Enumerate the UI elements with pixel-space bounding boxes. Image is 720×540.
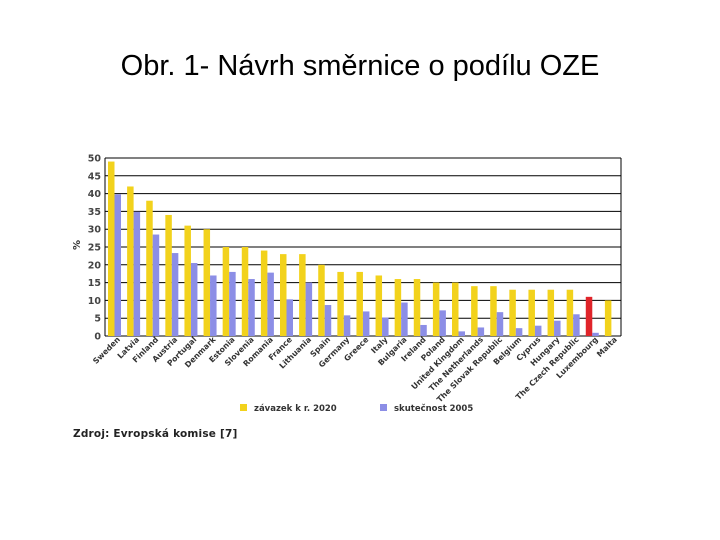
axes — [104, 158, 622, 336]
legend-label: závazek k r. 2020 — [254, 404, 337, 414]
bar-target-2020 — [356, 271, 363, 336]
bar-target-2020 — [127, 186, 134, 336]
bar-actual-2005 — [267, 272, 274, 336]
bar-actual-2005 — [152, 234, 160, 336]
bar-actual-2005 — [477, 327, 485, 336]
y-tick-label: 40 — [88, 189, 102, 200]
slide-title: Obr. 1- Návrh směrnice o podílu OZE — [120, 50, 600, 82]
bar-target-2020 — [222, 247, 230, 336]
bar-actual-2005 — [439, 310, 446, 336]
bar-actual-2005 — [515, 328, 523, 336]
bar-actual-2005 — [210, 275, 217, 336]
bar-actual-2005 — [382, 317, 389, 336]
bar-actual-2005 — [305, 282, 313, 336]
bar-target-2020 — [452, 282, 459, 336]
source-note: Zdroj: Evropská komise [7] — [73, 428, 238, 440]
bar-actual-2005 — [573, 314, 580, 336]
bar-actual-2005 — [592, 332, 599, 336]
gridlines — [105, 157, 621, 337]
bar-actual-2005 — [133, 211, 141, 336]
bar-target-2020 — [509, 289, 516, 336]
y-tick-label: 35 — [88, 207, 101, 218]
bar-actual-2005 — [248, 279, 255, 336]
x-category-labels: SwedenLatviaFinlandAustriaPortugalDenmar… — [91, 334, 619, 404]
legend: závazek k r. 2020 skutečnost 2005 — [240, 403, 473, 414]
bar-target-2020 — [337, 271, 344, 336]
bar-actual-2005 — [401, 302, 408, 336]
bar-target-2020 — [566, 289, 574, 336]
y-tick-label: 0 — [94, 332, 101, 343]
legend-swatch — [380, 404, 387, 411]
bar-actual-2005 — [343, 315, 351, 336]
bar-actual-2005 — [324, 305, 332, 336]
bar-target-2020 — [490, 286, 497, 336]
bar-target-2020 — [394, 279, 402, 336]
bar-actual-2005 — [286, 299, 293, 336]
y-tick-label: 5 — [94, 314, 101, 325]
legend-label: skutečnost 2005 — [394, 403, 473, 414]
bar-target-2020 — [318, 264, 325, 336]
bar-actual-2005 — [554, 320, 561, 336]
bar-actual-2005 — [171, 253, 179, 336]
bar-target-2020 — [280, 254, 287, 336]
legend-swatch — [240, 404, 247, 411]
y-tick-label: 45 — [88, 171, 101, 182]
y-tick-label: 20 — [88, 260, 102, 271]
x-category-label: Malta — [595, 335, 619, 359]
bar-actual-2005 — [458, 331, 465, 336]
y-tick-labels: 0 5 10 15 20 25 30 35 40 45 50 — [88, 154, 102, 343]
bar-target-2020 — [547, 289, 555, 336]
bar-actual-2005 — [229, 271, 236, 336]
bar-target-2020 — [203, 229, 211, 336]
bar-target-2020 — [413, 279, 421, 336]
bars — [108, 161, 612, 336]
y-tick-label: 30 — [88, 225, 102, 236]
y-tick-label: 10 — [88, 296, 102, 307]
bar-target-2020 — [375, 275, 383, 336]
y-tick-label: 15 — [88, 278, 101, 289]
bar-actual-2005 — [362, 311, 370, 336]
bar-target-2020 — [260, 250, 268, 336]
bar-target-2020 — [471, 286, 478, 336]
bar-actual-2005 — [114, 194, 121, 336]
bar-target-2020 — [528, 289, 535, 336]
y-axis-label: % — [72, 240, 83, 250]
bar-target-2020 — [146, 200, 153, 336]
bar-target-2020 — [184, 225, 191, 336]
bar-target-2020 — [241, 247, 249, 336]
bar-actual-2005 — [534, 325, 542, 336]
y-tick-label: 50 — [88, 154, 102, 165]
bar-actual-2005 — [420, 324, 427, 336]
bar-target-2020 — [432, 282, 440, 336]
bar-target-2020 — [299, 254, 306, 336]
bar-target-2020 — [108, 161, 115, 336]
bar-actual-2005 — [496, 312, 504, 336]
bar-actual-2005 — [190, 263, 198, 336]
bar-target-2020 — [165, 214, 172, 336]
bar-target-2020 — [585, 296, 593, 336]
bar-target-2020 — [604, 300, 612, 336]
y-tick-label: 25 — [88, 243, 101, 254]
